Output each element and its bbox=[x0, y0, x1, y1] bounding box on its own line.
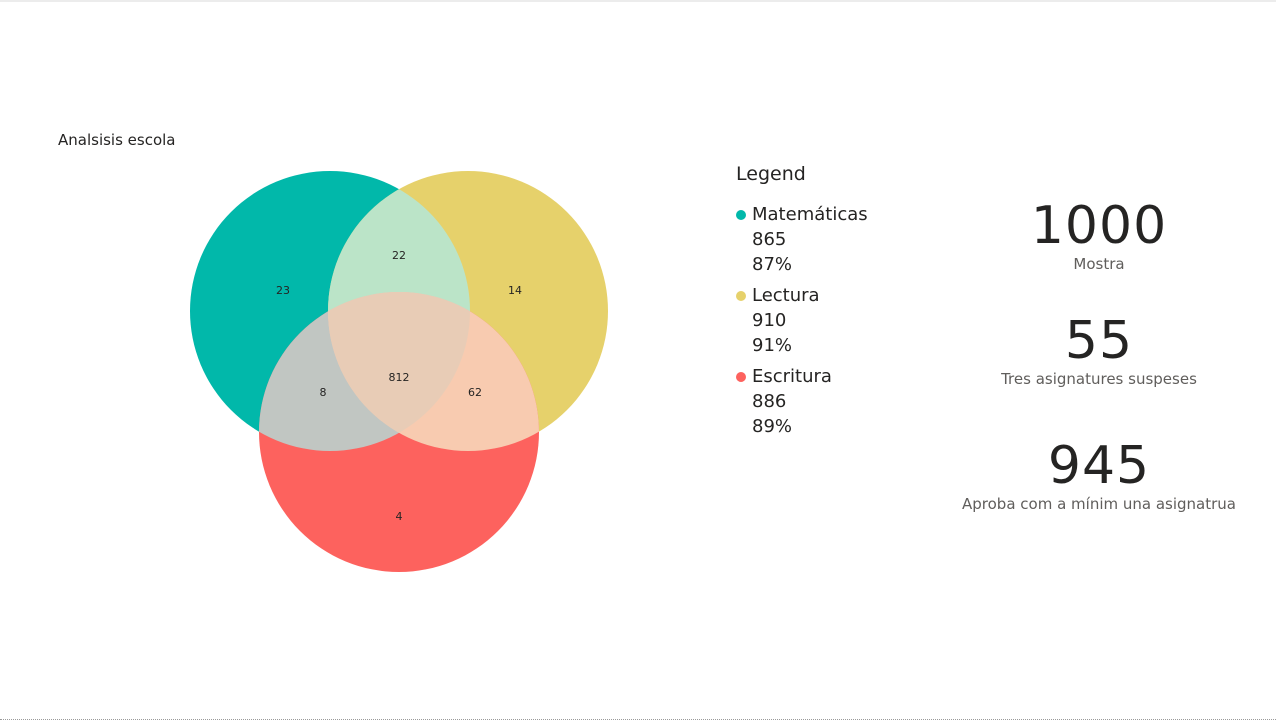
card-label: Tres asignatures suspeses bbox=[1001, 370, 1197, 388]
legend-item-percent: 89% bbox=[752, 416, 793, 437]
legend-item-value: 865 bbox=[752, 229, 787, 250]
legend-dot-icon bbox=[736, 209, 746, 220]
card-value: 1000 bbox=[1030, 196, 1168, 256]
legend-title: Legend bbox=[736, 163, 806, 185]
label-lectura-escritura: 62 bbox=[468, 386, 482, 399]
label-escritura-only: 4 bbox=[396, 510, 403, 523]
legend-item-escritura[interactable]: Escritura 886 89% bbox=[736, 364, 868, 439]
bottom-border bbox=[0, 719, 1276, 720]
legend-item-value: 910 bbox=[752, 310, 787, 331]
legend-item-label: Escritura bbox=[752, 366, 832, 387]
card-mostra[interactable]: 1000 Mostra bbox=[949, 198, 1249, 273]
legend-item-label: Matemáticas bbox=[752, 204, 868, 225]
legend-item-percent: 91% bbox=[752, 335, 793, 356]
legend-dot-icon bbox=[736, 290, 746, 301]
legend-item-lectura[interactable]: Lectura 910 91% bbox=[736, 283, 868, 358]
label-matematicas-only: 23 bbox=[276, 284, 290, 297]
card-label: Mostra bbox=[1073, 255, 1125, 273]
legend-item-matematicas[interactable]: Matemáticas 865 87% bbox=[736, 202, 868, 277]
legend-item-label: Lectura bbox=[752, 285, 820, 306]
legend: Legend Matemáticas 865 87% Lectura 910 9… bbox=[736, 163, 868, 445]
label-lectura-only: 14 bbox=[508, 284, 522, 297]
card-tres-suspeses[interactable]: 55 Tres asignatures suspeses bbox=[949, 313, 1249, 388]
label-matematicas-escritura: 8 bbox=[320, 386, 327, 399]
top-border bbox=[0, 0, 1276, 2]
card-value: 945 bbox=[1047, 436, 1151, 496]
legend-item-value: 886 bbox=[752, 391, 787, 412]
label-matematicas-lectura: 22 bbox=[392, 249, 406, 262]
visual-title: Analsisis escola bbox=[58, 131, 176, 149]
card-aproba[interactable]: 945 Aproba com a mínim una asignatrua bbox=[949, 438, 1249, 513]
card-label: Aproba com a mínim una asignatrua bbox=[962, 495, 1236, 513]
legend-item-percent: 87% bbox=[752, 254, 793, 275]
venn-diagram[interactable]: 23 14 4 22 8 62 812 bbox=[0, 0, 640, 600]
card-value: 55 bbox=[1064, 311, 1134, 371]
label-all-three: 812 bbox=[389, 371, 410, 384]
legend-dot-icon bbox=[736, 371, 746, 382]
